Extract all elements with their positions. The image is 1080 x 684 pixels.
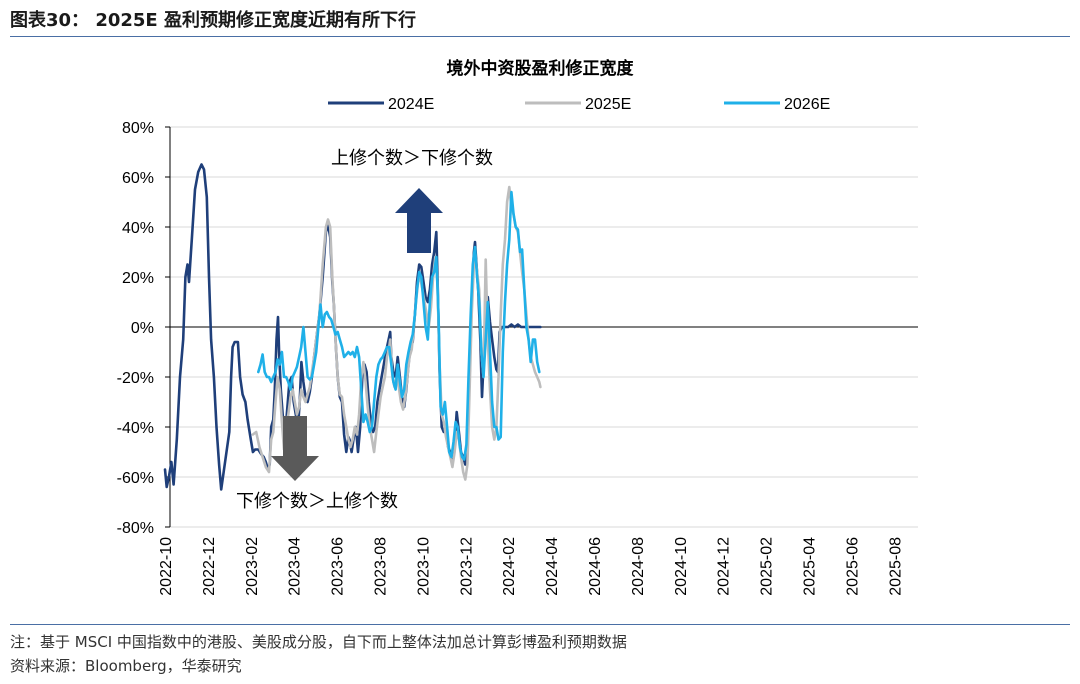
x-tick-label: 2023-02 bbox=[244, 537, 261, 596]
x-tick-label: 2025-04 bbox=[802, 537, 819, 596]
top-divider bbox=[10, 36, 1070, 37]
x-tick-label: 2022-10 bbox=[158, 537, 175, 596]
x-tick-label: 2024-12 bbox=[716, 537, 733, 596]
annotation-upward-text: 上修个数＞下修个数 bbox=[331, 148, 493, 169]
chart-title: 境外中资股盈利修正宽度 bbox=[447, 58, 635, 79]
y-tick-label: -80% bbox=[117, 520, 154, 537]
series-line-2026E bbox=[257, 190, 541, 461]
figure-title: 图表30： 2025E 盈利预期修正宽度近期有所下行 bbox=[10, 10, 416, 31]
series-line-2025E bbox=[251, 185, 542, 481]
y-tick-label: -20% bbox=[117, 370, 154, 387]
bottom-divider bbox=[10, 624, 1070, 625]
y-tick-label: 60% bbox=[122, 170, 154, 187]
y-tick-label: 20% bbox=[122, 270, 154, 287]
y-tick-label: -40% bbox=[117, 420, 154, 437]
legend-label-2026E: 2026E bbox=[784, 96, 830, 113]
x-tick-label: 2024-02 bbox=[501, 537, 518, 596]
chart-legend: 2024E 2025E 2026E bbox=[328, 96, 830, 113]
chart-series bbox=[163, 163, 542, 491]
x-tick-label: 2022-12 bbox=[201, 537, 218, 596]
figure-note: 注：基于 MSCI 中国指数中的港股、美股成分股，自下而上整体法加总计算彭博盈利… bbox=[10, 633, 627, 651]
x-tick-label: 2024-10 bbox=[673, 537, 690, 596]
x-tick-label: 2023-08 bbox=[373, 537, 390, 596]
x-tick-label: 2025-06 bbox=[844, 537, 861, 596]
down-arrow-icon bbox=[271, 416, 319, 481]
x-tick-label: 2024-04 bbox=[544, 537, 561, 596]
x-tick-label: 2025-02 bbox=[759, 537, 776, 596]
x-tick-label: 2023-12 bbox=[458, 537, 475, 596]
x-tick-label: 2024-06 bbox=[587, 537, 604, 596]
y-tick-label: 40% bbox=[122, 220, 154, 237]
x-tick-label: 2023-06 bbox=[330, 537, 347, 596]
y-tick-label: 0% bbox=[131, 320, 154, 337]
x-tick-label: 2023-04 bbox=[287, 537, 304, 596]
legend-label-2024E: 2024E bbox=[388, 96, 434, 113]
annotation-downward-text: 下修个数＞上修个数 bbox=[236, 491, 398, 512]
x-tick-label: 2025-08 bbox=[887, 537, 904, 596]
line-chart: 境外中资股盈利修正宽度 2024E 2025E 2026E 80% 60% 40% 20%… bbox=[117, 58, 918, 596]
legend-label-2025E: 2025E bbox=[585, 96, 631, 113]
figure-source: 资料来源：Bloomberg，华泰研究 bbox=[10, 657, 242, 675]
chart-axes: 80% 60% 40% 20% 0% -20% -40% -60% -80%2022-10 202… bbox=[117, 120, 918, 596]
x-tick-label: 2024-08 bbox=[630, 537, 647, 596]
figure-notes: 注：基于 MSCI 中国指数中的港股、美股成分股，自下而上整体法加总计算彭博盈利… bbox=[10, 630, 627, 678]
y-tick-label: -60% bbox=[117, 470, 154, 487]
up-arrow-icon bbox=[395, 188, 443, 253]
y-tick-label: 80% bbox=[122, 120, 154, 137]
x-tick-label: 2023-10 bbox=[415, 537, 432, 596]
